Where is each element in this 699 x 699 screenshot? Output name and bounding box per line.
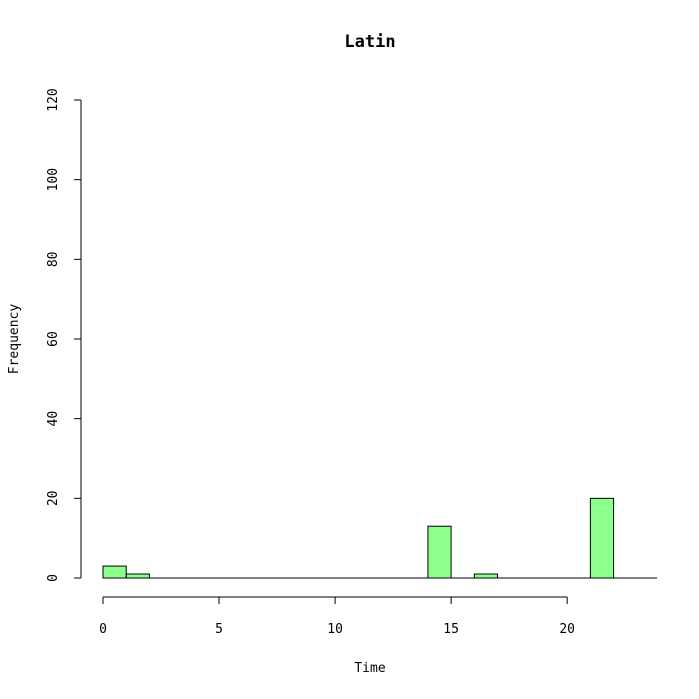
y-tick-label: 80 (46, 252, 61, 268)
x-tick-label: 0 (99, 622, 107, 637)
histogram-bar (102, 565, 127, 579)
y-tick-label: 60 (46, 331, 61, 347)
histogram-bar (427, 525, 452, 579)
y-tick-label: 120 (46, 88, 61, 111)
y-axis: 0 20 40 60 80 100 120 (46, 88, 82, 582)
x-axis: 0 5 10 15 20 (99, 596, 575, 637)
histogram-bar (473, 573, 499, 579)
y-tick-label: 0 (46, 574, 61, 582)
x-tick-label: 10 (327, 622, 343, 637)
x-axis-label: Time (354, 661, 385, 676)
histogram-bar (125, 573, 150, 579)
x-tick-label: 20 (559, 622, 575, 637)
histogram-bar (589, 497, 615, 579)
y-tick-label: 100 (46, 168, 61, 191)
chart-title: Latin (344, 32, 395, 52)
y-tick-label: 20 (46, 491, 61, 507)
bars-group (102, 497, 657, 579)
x-tick-label: 5 (215, 622, 223, 637)
y-tick-label: 40 (46, 411, 61, 427)
y-axis-label: Frequency (7, 304, 22, 375)
x-tick-label: 15 (443, 622, 459, 637)
